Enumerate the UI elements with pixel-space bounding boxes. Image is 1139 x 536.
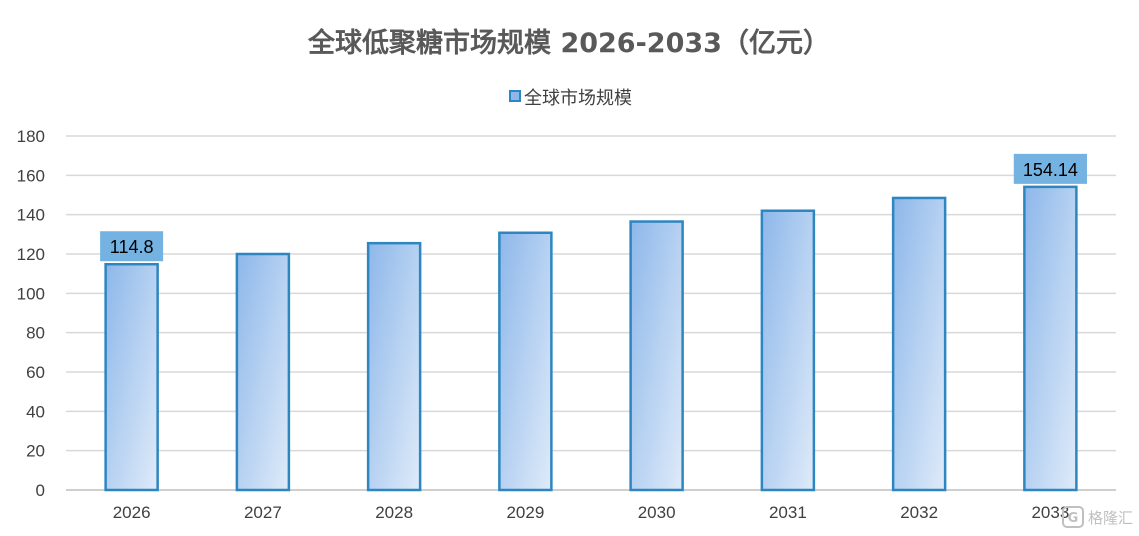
gelonghui-logo-icon: G [1062,506,1084,528]
chart-title: 全球低聚糖市场规模 2026-2033（亿元） [307,27,830,59]
x-tick-label: 2027 [244,503,282,522]
y-tick-label: 80 [26,324,45,343]
bar-2032 [891,196,947,492]
bar-2027 [235,252,291,492]
svg-text:G: G [1068,511,1079,526]
x-tick-label: 2033 [1031,503,1069,522]
data-label-2033: 154.14 [1023,160,1078,180]
x-tick-label: 2031 [769,503,807,522]
y-tick-label: 100 [17,284,45,303]
x-axis: 2026 2027 2028 2029 2030 2031 2032 2033 [113,503,1070,522]
y-tick-label: 0 [36,481,45,500]
y-tick-label: 60 [26,363,45,382]
watermark-text: 格隆汇 [1088,509,1133,527]
y-axis: 0 20 40 60 80 100 120 140 160 180 [17,127,45,500]
bar-2030 [629,220,684,492]
data-labels: 114.8 154.14 [100,153,1087,262]
legend-swatch [509,90,521,102]
x-tick-label: 2028 [375,503,413,522]
data-label-2026: 114.8 [110,237,154,257]
legend: 全球市场规模 [509,88,632,109]
y-tick-label: 180 [17,127,45,146]
bar-2031 [760,209,816,492]
x-tick-label: 2032 [900,503,938,522]
x-tick-label: 2029 [506,503,544,522]
y-tick-label: 160 [17,166,45,185]
x-tick-label: 2026 [113,503,151,522]
bar-2026 [104,262,159,492]
data-label-background [1013,153,1087,184]
x-tick-label: 2030 [638,503,676,522]
y-tick-label: 40 [26,402,45,421]
watermark: G 格隆汇 [1062,506,1133,528]
y-tick-label: 120 [17,245,45,264]
bar-2033 [1023,185,1078,492]
y-tick-label: 140 [17,206,45,225]
y-tick-label: 20 [26,442,45,461]
bar-2028 [366,241,422,492]
gridlines [66,135,1116,491]
bars [104,185,1078,492]
bar-2029 [498,231,553,492]
legend-label: 全球市场规模 [524,88,632,109]
data-label-background [100,231,164,262]
